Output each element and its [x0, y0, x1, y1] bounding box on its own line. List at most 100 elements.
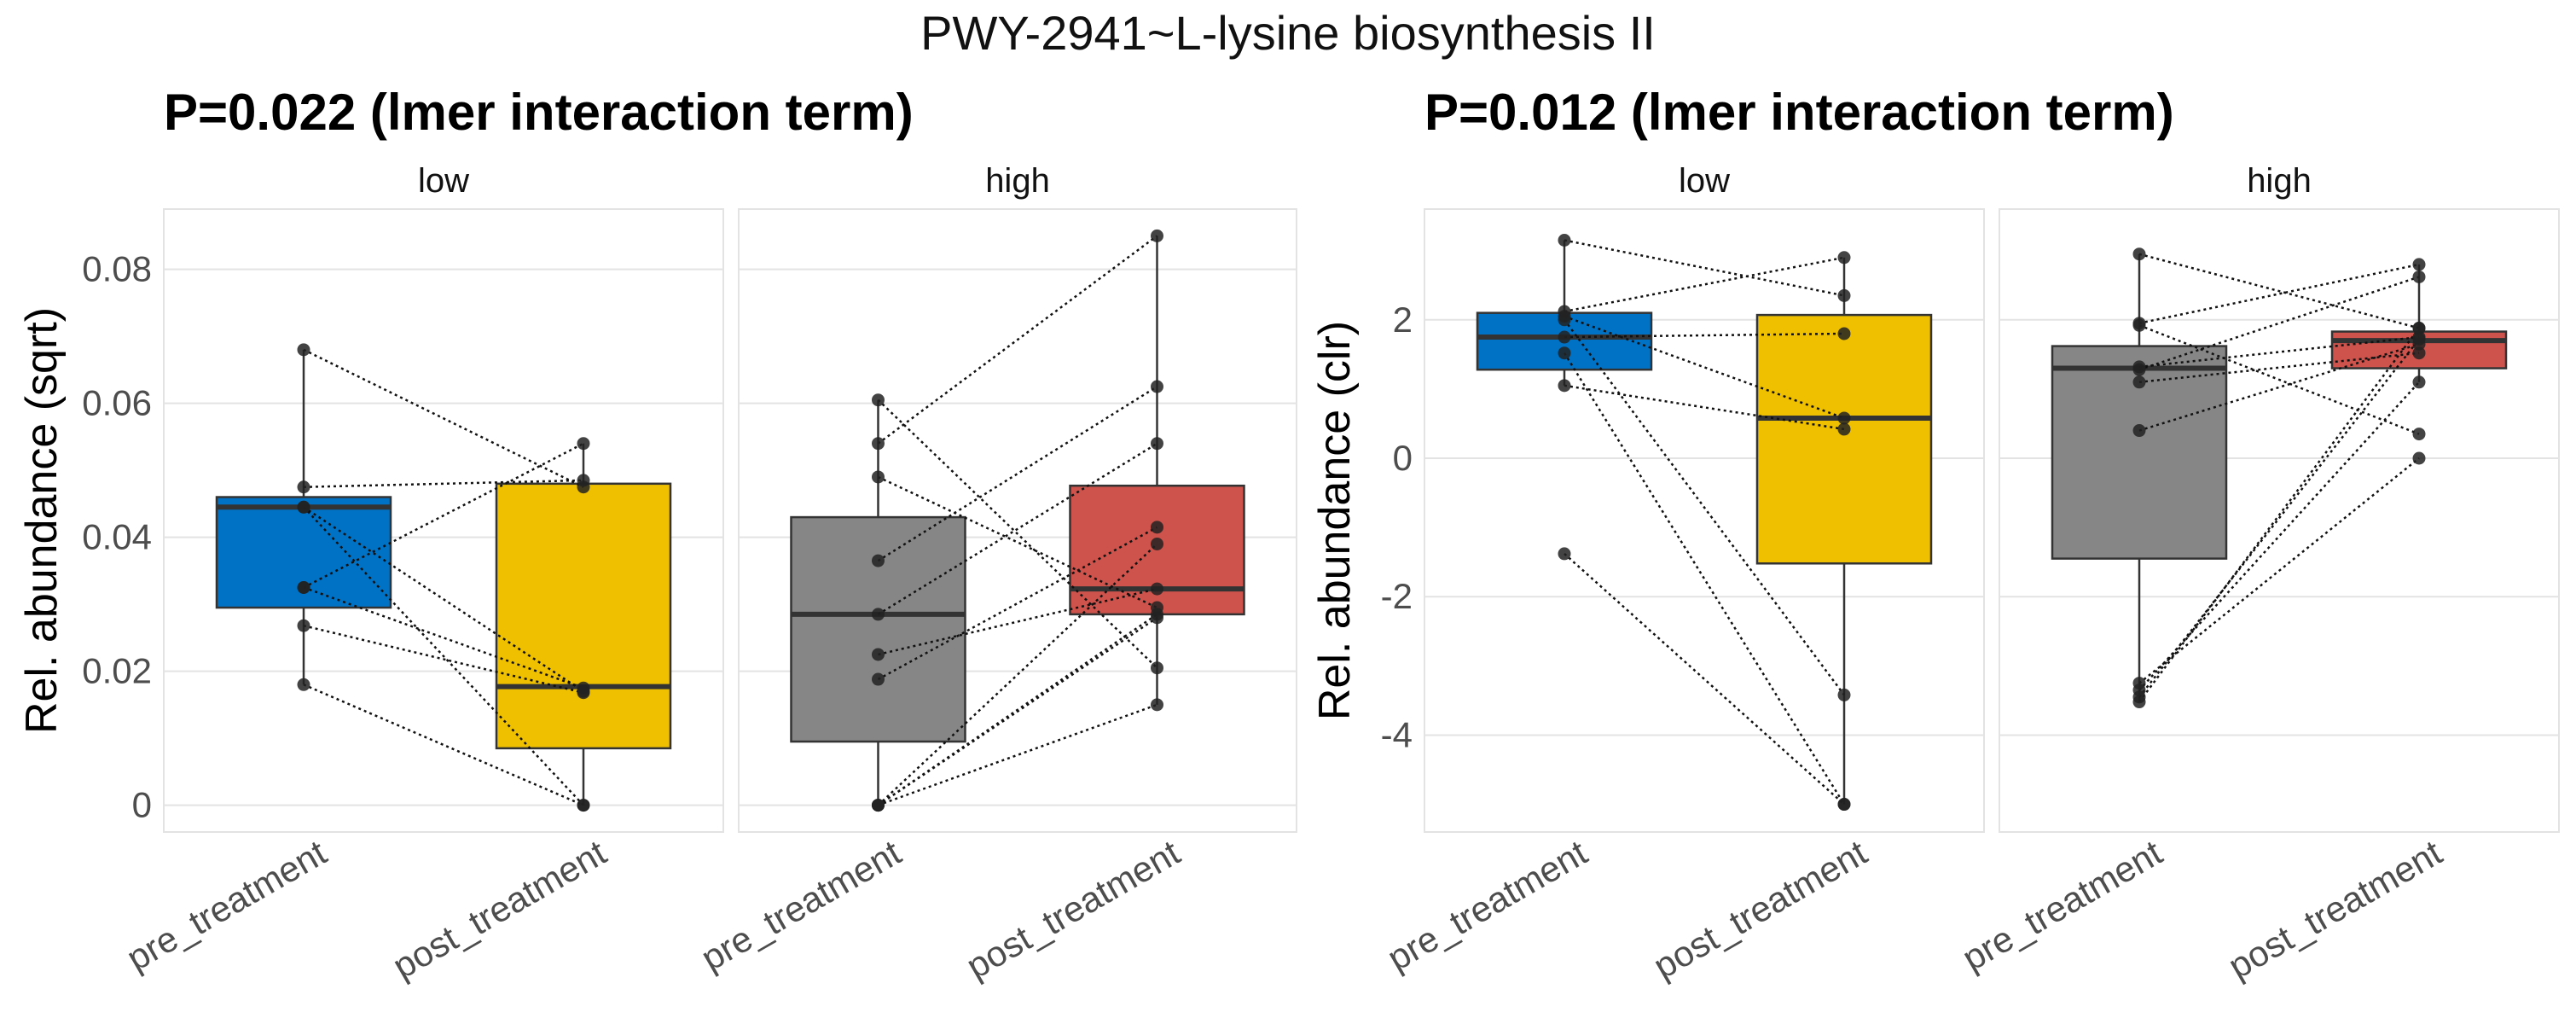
- paired-line: [877, 235, 1158, 445]
- paired-line: [2138, 457, 2420, 684]
- paired-line: [303, 506, 584, 806]
- paired-line: [877, 526, 1158, 681]
- data-point-post: [1837, 688, 1851, 701]
- facet-strip-label: high: [985, 162, 1050, 200]
- y-tick-label: 0: [1393, 438, 1413, 478]
- data-point-pre: [2132, 363, 2146, 376]
- y-axis-label: Rel. abundance (sqrt): [17, 307, 67, 734]
- paired-line: [303, 625, 584, 694]
- data-point-pre: [2132, 424, 2146, 438]
- paired-line: [878, 703, 1157, 806]
- paired-line: [303, 586, 584, 689]
- data-point-pre: [1558, 313, 1571, 327]
- paired-line: [1564, 332, 1845, 339]
- data-point-post: [1151, 661, 1163, 675]
- x-tick-label: post_treatment: [386, 832, 612, 986]
- data-point-post: [2412, 428, 2426, 441]
- paired-line: [303, 479, 584, 489]
- facet-strip-label: high: [2247, 162, 2312, 200]
- data-point-pre: [297, 678, 310, 691]
- box-pre_treatment: [790, 515, 966, 743]
- data-point-post: [2412, 375, 2426, 389]
- x-tick-label: pre_treatment: [694, 832, 908, 979]
- data-point-pre: [872, 437, 885, 451]
- data-point-pre: [297, 480, 310, 494]
- paired-line: [2138, 253, 2420, 329]
- paired-line: [2138, 324, 2420, 435]
- data-point-pre: [297, 500, 310, 514]
- data-point-post: [2412, 258, 2426, 271]
- data-point-pre: [872, 470, 885, 484]
- y-tick-label: 0: [132, 785, 152, 825]
- paired-line: [2138, 338, 2420, 698]
- paired-line: [2138, 381, 2420, 691]
- data-point-pre: [872, 393, 885, 407]
- paired-line: [877, 543, 1158, 806]
- y-tick-label: 0.02: [82, 651, 152, 691]
- y-tick-label: 0.04: [82, 517, 152, 557]
- data-point-pre: [2132, 318, 2146, 332]
- data-point-post: [577, 437, 590, 451]
- y-tick-label: 0.08: [82, 249, 152, 289]
- data-point-post: [2412, 451, 2426, 465]
- data-point-pre: [2132, 695, 2146, 709]
- data-point-post: [1151, 437, 1163, 451]
- data-point-post: [577, 686, 590, 700]
- chart-subtitle: P=0.012 (lmer interaction term): [1424, 84, 2174, 141]
- data-point-pre: [1558, 234, 1571, 247]
- data-point-post: [1837, 251, 1851, 265]
- data-point-post: [2412, 346, 2426, 360]
- paired-line: [2138, 342, 2420, 432]
- chart-panel-2: P=0.012 (lmer interaction term) Rel. abun…: [1310, 84, 2560, 986]
- paired-line: [1563, 352, 1846, 806]
- x-tick-label: pre_treatment: [1956, 832, 2169, 979]
- data-point-post: [1151, 229, 1163, 242]
- paired-line: [1563, 319, 1846, 696]
- paired-line: [303, 442, 584, 589]
- data-point-post: [1151, 608, 1163, 621]
- chart-subtitle: P=0.022 (lmer interaction term): [164, 84, 914, 141]
- y-axis-label: Rel. abundance (clr): [1310, 321, 1360, 720]
- paired-line: [1564, 553, 1845, 806]
- box-post_treatment: [495, 482, 672, 750]
- paired-line: [2138, 335, 2420, 369]
- data-point-pre: [297, 619, 310, 632]
- paired-line: [2138, 327, 2421, 703]
- facet-low: low pre_treatment post_treatment: [120, 162, 724, 986]
- data-point-post: [1151, 698, 1163, 712]
- x-tick-label: post_treatment: [960, 832, 1186, 986]
- y-tick-label: -4: [1381, 714, 1413, 754]
- figure-title: PWY-2941~L-lysine biosynthesis II: [920, 6, 1656, 60]
- data-point-pre: [872, 799, 885, 812]
- data-point-pre: [872, 554, 885, 567]
- data-point-post: [1151, 582, 1163, 596]
- facet-strip-label: low: [418, 162, 469, 200]
- facet-low: low pre_treatment post_treatment: [1381, 162, 1985, 986]
- paired-line: [877, 399, 1158, 669]
- data-point-post: [2412, 270, 2426, 283]
- paired-line: [877, 442, 1158, 615]
- paired-line: [2138, 276, 2420, 371]
- data-point-post: [577, 474, 590, 487]
- data-point-post: [1151, 521, 1163, 534]
- data-point-pre: [2132, 247, 2146, 261]
- paired-line: [877, 613, 1158, 806]
- paired-line: [2138, 352, 2420, 384]
- x-tick-label: pre_treatment: [120, 832, 334, 979]
- x-tick-label: pre_treatment: [1381, 832, 1594, 979]
- paired-line: [303, 348, 584, 488]
- data-point-pre: [1558, 547, 1571, 561]
- facet-strip-label: low: [1679, 162, 1730, 200]
- data-point-pre: [1558, 346, 1571, 360]
- data-point-pre: [872, 672, 885, 686]
- data-point-pre: [2132, 375, 2146, 389]
- facet-high: high pre_treatment post_treatment: [1956, 162, 2560, 986]
- paired-line: [877, 385, 1158, 562]
- chart-panel-1: P=0.022 (lmer interaction term) Rel. abun…: [17, 84, 1297, 986]
- paired-line: [1564, 315, 1845, 420]
- data-point-pre: [872, 648, 885, 661]
- data-point-post: [577, 799, 590, 812]
- data-point-post: [1151, 537, 1163, 550]
- box-post_treatment: [1755, 313, 1933, 565]
